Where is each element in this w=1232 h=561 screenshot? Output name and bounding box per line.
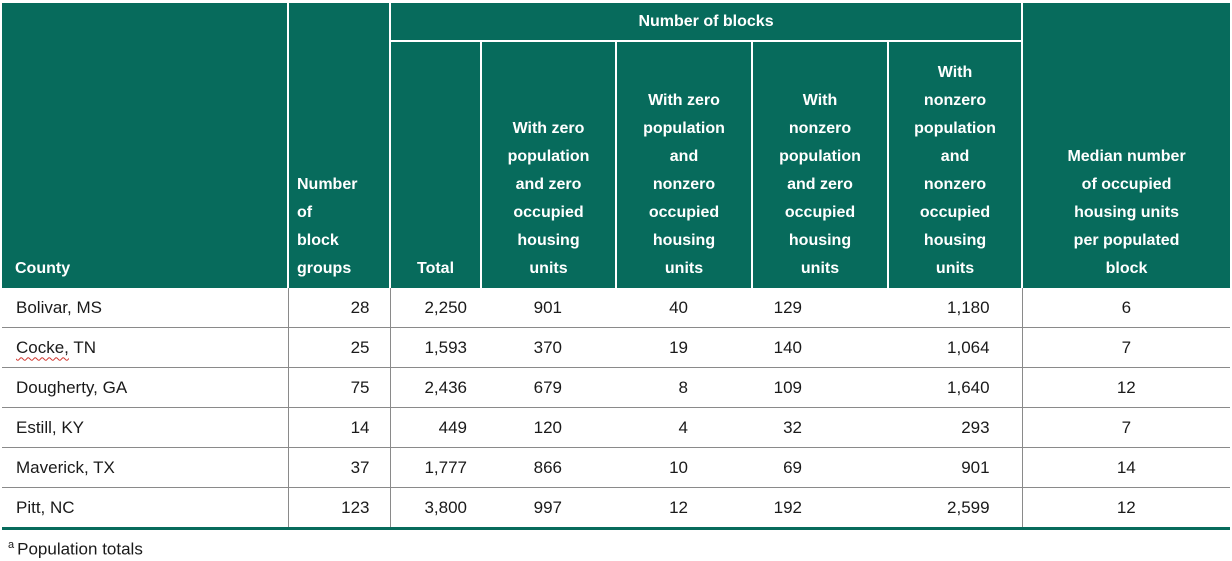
footnote-text: Population totals xyxy=(17,539,143,559)
cell-county: Cocke, TN xyxy=(2,327,289,368)
cell-county: Maverick, TX xyxy=(2,447,289,488)
table-container: County Number of block groups Number of … xyxy=(2,3,1231,530)
cell-county: Bolivar, MS xyxy=(2,288,289,328)
cell-zero-pop-nonzero-occ: 12 xyxy=(616,487,752,530)
header-zero-pop-nonzero-occupied: With zero population and nonzero occupie… xyxy=(615,41,752,288)
cell-zero-pop-zero-occ: 901 xyxy=(481,288,616,328)
cell-median: 14 xyxy=(1022,447,1231,488)
cell-block-groups: 75 xyxy=(288,367,391,408)
cell-nonzero-pop-nonzero-occ: 901 xyxy=(888,447,1023,488)
cell-nonzero-pop-nonzero-occ: 1,180 xyxy=(888,288,1023,328)
cell-median: 7 xyxy=(1022,407,1231,448)
cell-county: Estill, KY xyxy=(2,407,289,448)
header-nonzero-pop-nonzero-occupied: With nonzero population and nonzero occu… xyxy=(886,41,1023,288)
table-row: Dougherty, GA 75 2,436 679 8 109 1,640 12 xyxy=(2,367,1231,408)
header-number-of-blocks: Number of blocks xyxy=(388,3,1024,42)
cell-nonzero-pop-zero-occ: 32 xyxy=(752,407,888,448)
cell-nonzero-pop-zero-occ: 69 xyxy=(752,447,888,488)
cell-total: 2,436 xyxy=(390,367,481,408)
cell-block-groups: 25 xyxy=(288,327,391,368)
table-row: Estill, KY 14 449 120 4 32 293 7 xyxy=(2,407,1231,448)
cell-median: 12 xyxy=(1022,487,1231,530)
cell-nonzero-pop-zero-occ: 129 xyxy=(752,288,888,328)
cell-zero-pop-zero-occ: 370 xyxy=(481,327,616,368)
cell-median: 6 xyxy=(1022,288,1231,328)
header-zero-pop-zero-occupied: With zero population and zero occupied h… xyxy=(480,41,616,288)
cell-zero-pop-nonzero-occ: 4 xyxy=(616,407,752,448)
cell-nonzero-pop-nonzero-occ: 2,599 xyxy=(888,487,1023,530)
footnote-marker: a xyxy=(8,539,15,551)
cell-block-groups: 14 xyxy=(288,407,391,448)
cell-median: 12 xyxy=(1022,367,1231,408)
cell-total: 3,800 xyxy=(390,487,481,530)
cell-zero-pop-nonzero-occ: 40 xyxy=(616,288,752,328)
cell-total: 2,250 xyxy=(390,288,481,328)
cell-zero-pop-zero-occ: 866 xyxy=(481,447,616,488)
cell-median: 7 xyxy=(1022,327,1231,368)
cell-zero-pop-zero-occ: 679 xyxy=(481,367,616,408)
header-county: County xyxy=(2,3,288,288)
cell-zero-pop-nonzero-occ: 8 xyxy=(616,367,752,408)
cell-block-groups: 37 xyxy=(288,447,391,488)
cell-total: 1,777 xyxy=(390,447,481,488)
table-row: Maverick, TX 37 1,777 866 10 69 901 14 xyxy=(2,447,1231,488)
cell-total: 449 xyxy=(390,407,481,448)
header-block-groups: Number of block groups xyxy=(287,3,390,288)
cell-nonzero-pop-nonzero-occ: 1,640 xyxy=(888,367,1023,408)
footnote: a Population totals xyxy=(8,539,1232,560)
cell-nonzero-pop-nonzero-occ: 293 xyxy=(888,407,1023,448)
cell-zero-pop-nonzero-occ: 19 xyxy=(616,327,752,368)
cell-block-groups: 28 xyxy=(288,288,391,328)
cell-zero-pop-zero-occ: 997 xyxy=(481,487,616,530)
table-body: Bolivar, MS 28 2,250 901 40 129 1,180 6 Cocke, T… xyxy=(2,288,1231,530)
cell-nonzero-pop-nonzero-occ: 1,064 xyxy=(888,327,1023,368)
spellcheck-underline: Cocke, xyxy=(16,337,69,357)
cell-block-groups: 123 xyxy=(288,487,391,530)
table-row: Cocke, TN 25 1,593 370 19 140 1,064 7 xyxy=(2,327,1231,368)
table-header: County Number of block groups Number of … xyxy=(2,3,1231,288)
cell-county: Dougherty, GA xyxy=(2,367,289,408)
table-row: Bolivar, MS 28 2,250 901 40 129 1,180 6 xyxy=(2,288,1231,328)
cell-zero-pop-nonzero-occ: 10 xyxy=(616,447,752,488)
cell-nonzero-pop-zero-occ: 140 xyxy=(752,327,888,368)
header-total: Total xyxy=(389,41,481,288)
cell-total: 1,593 xyxy=(390,327,481,368)
cell-county: Pitt, NC xyxy=(2,487,289,530)
cell-nonzero-pop-zero-occ: 109 xyxy=(752,367,888,408)
header-median: Median number of occupied housing units … xyxy=(1021,3,1231,288)
table-row: Pitt, NC 123 3,800 997 12 192 2,599 12 xyxy=(2,487,1231,530)
cell-nonzero-pop-zero-occ: 192 xyxy=(752,487,888,530)
county-blocks-table: County Number of block groups Number of … xyxy=(2,3,1231,530)
cell-zero-pop-zero-occ: 120 xyxy=(481,407,616,448)
header-nonzero-pop-zero-occupied: With nonzero population and zero occupie… xyxy=(751,41,888,288)
